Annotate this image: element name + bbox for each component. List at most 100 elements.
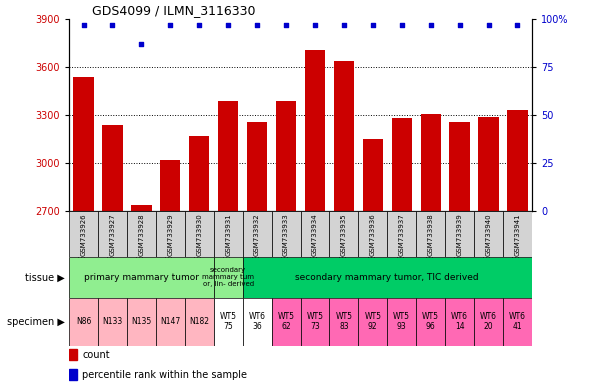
Point xyxy=(195,22,204,28)
Text: GSM733933: GSM733933 xyxy=(283,213,289,256)
FancyBboxPatch shape xyxy=(329,211,358,257)
Text: GSM733932: GSM733932 xyxy=(254,213,260,256)
Text: WT5
83: WT5 83 xyxy=(335,312,352,331)
Point xyxy=(165,22,175,28)
Text: GSM733941: GSM733941 xyxy=(514,213,520,256)
Point xyxy=(513,22,522,28)
FancyBboxPatch shape xyxy=(243,257,532,298)
Point xyxy=(108,22,117,28)
FancyBboxPatch shape xyxy=(445,298,474,346)
Bar xyxy=(507,110,528,384)
FancyBboxPatch shape xyxy=(214,211,243,257)
Point xyxy=(455,22,465,28)
Text: GSM733940: GSM733940 xyxy=(486,213,492,256)
Text: GSM733931: GSM733931 xyxy=(225,213,231,256)
Bar xyxy=(362,139,383,384)
Bar xyxy=(69,349,78,360)
FancyBboxPatch shape xyxy=(358,211,387,257)
Text: WT5
73: WT5 73 xyxy=(307,312,323,331)
Point xyxy=(484,22,493,28)
Bar xyxy=(276,101,296,384)
Text: GSM733937: GSM733937 xyxy=(398,213,404,256)
Bar xyxy=(69,369,78,380)
Text: N182: N182 xyxy=(189,317,209,326)
FancyBboxPatch shape xyxy=(272,298,300,346)
FancyBboxPatch shape xyxy=(69,211,98,257)
FancyBboxPatch shape xyxy=(156,211,185,257)
Point xyxy=(79,22,88,28)
Text: GSM733927: GSM733927 xyxy=(109,213,115,256)
Bar xyxy=(247,122,267,384)
Point xyxy=(397,22,406,28)
FancyBboxPatch shape xyxy=(272,211,300,257)
Text: GSM733935: GSM733935 xyxy=(341,213,347,256)
Bar xyxy=(478,117,499,384)
FancyBboxPatch shape xyxy=(98,298,127,346)
Bar xyxy=(189,136,209,384)
FancyBboxPatch shape xyxy=(127,298,156,346)
FancyBboxPatch shape xyxy=(445,211,474,257)
Bar xyxy=(334,61,354,384)
Text: GSM733929: GSM733929 xyxy=(167,213,173,256)
Text: GSM733926: GSM733926 xyxy=(81,213,87,256)
Bar xyxy=(392,118,412,384)
Bar xyxy=(102,125,123,384)
Bar xyxy=(131,205,151,384)
Text: WT6
14: WT6 14 xyxy=(451,312,468,331)
Text: WT5
96: WT5 96 xyxy=(422,312,439,331)
FancyBboxPatch shape xyxy=(416,211,445,257)
Bar xyxy=(421,114,441,384)
FancyBboxPatch shape xyxy=(69,257,214,298)
Bar xyxy=(160,160,180,384)
Text: WT6
20: WT6 20 xyxy=(480,312,497,331)
Text: WT5
62: WT5 62 xyxy=(278,312,294,331)
Text: GSM733928: GSM733928 xyxy=(138,213,144,256)
FancyBboxPatch shape xyxy=(416,298,445,346)
Text: secondary
mammary tum
or, lin- derived: secondary mammary tum or, lin- derived xyxy=(202,267,254,288)
Point xyxy=(339,22,349,28)
Text: WT6
36: WT6 36 xyxy=(249,312,266,331)
Text: N86: N86 xyxy=(76,317,91,326)
Point xyxy=(281,22,291,28)
Bar xyxy=(73,77,94,384)
FancyBboxPatch shape xyxy=(214,298,243,346)
Text: GSM733934: GSM733934 xyxy=(312,213,318,256)
FancyBboxPatch shape xyxy=(69,298,98,346)
Text: GSM733938: GSM733938 xyxy=(428,213,434,256)
FancyBboxPatch shape xyxy=(387,211,416,257)
Text: N133: N133 xyxy=(102,317,123,326)
Point xyxy=(426,22,436,28)
Text: GSM733939: GSM733939 xyxy=(457,213,463,256)
Text: WT5
75: WT5 75 xyxy=(220,312,237,331)
Text: GSM733936: GSM733936 xyxy=(370,213,376,256)
Bar xyxy=(218,101,239,384)
Text: WT5
92: WT5 92 xyxy=(364,312,381,331)
Text: tissue ▶: tissue ▶ xyxy=(25,272,65,283)
Point xyxy=(224,22,233,28)
Bar xyxy=(450,122,470,384)
FancyBboxPatch shape xyxy=(300,211,329,257)
Point xyxy=(252,22,262,28)
FancyBboxPatch shape xyxy=(185,298,214,346)
FancyBboxPatch shape xyxy=(243,298,272,346)
Text: secondary mammary tumor, TIC derived: secondary mammary tumor, TIC derived xyxy=(296,273,479,282)
FancyBboxPatch shape xyxy=(387,298,416,346)
Text: GDS4099 / ILMN_3116330: GDS4099 / ILMN_3116330 xyxy=(93,3,256,17)
Text: N135: N135 xyxy=(131,317,151,326)
FancyBboxPatch shape xyxy=(358,298,387,346)
FancyBboxPatch shape xyxy=(156,298,185,346)
FancyBboxPatch shape xyxy=(503,211,532,257)
Text: primary mammary tumor: primary mammary tumor xyxy=(84,273,199,282)
FancyBboxPatch shape xyxy=(214,257,243,298)
Text: percentile rank within the sample: percentile rank within the sample xyxy=(82,370,247,380)
Point xyxy=(310,22,320,28)
FancyBboxPatch shape xyxy=(474,211,503,257)
Text: WT6
41: WT6 41 xyxy=(509,312,526,331)
FancyBboxPatch shape xyxy=(300,298,329,346)
Bar xyxy=(305,50,325,384)
FancyBboxPatch shape xyxy=(185,211,214,257)
Text: GSM733930: GSM733930 xyxy=(197,213,203,256)
Text: count: count xyxy=(82,350,110,360)
Point xyxy=(136,41,146,47)
Point xyxy=(368,22,377,28)
